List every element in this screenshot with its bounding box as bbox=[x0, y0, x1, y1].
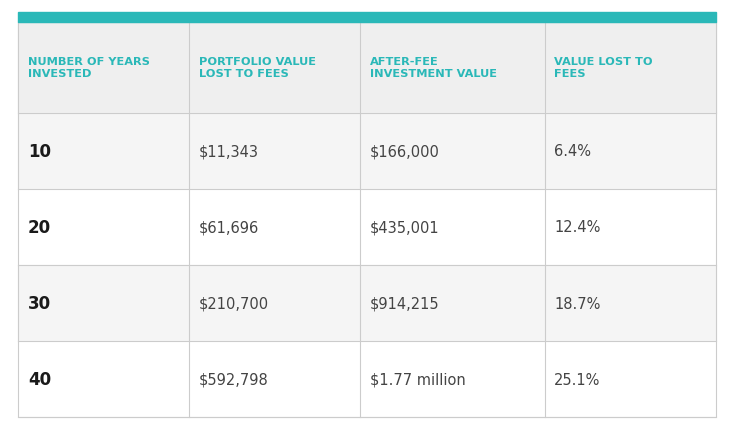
Text: $210,700: $210,700 bbox=[199, 296, 269, 311]
Text: 25.1%: 25.1% bbox=[554, 372, 600, 387]
Text: 12.4%: 12.4% bbox=[554, 220, 600, 235]
Bar bbox=[18, 23, 716, 113]
Text: NUMBER OF YEARS
INVESTED: NUMBER OF YEARS INVESTED bbox=[28, 57, 150, 79]
Text: $592,798: $592,798 bbox=[199, 372, 269, 387]
Text: $11,343: $11,343 bbox=[199, 144, 258, 159]
Text: 10: 10 bbox=[28, 142, 51, 161]
Text: $1.77 million: $1.77 million bbox=[369, 372, 465, 387]
Text: $914,215: $914,215 bbox=[369, 296, 439, 311]
Text: PORTFOLIO VALUE
LOST TO FEES: PORTFOLIO VALUE LOST TO FEES bbox=[199, 57, 316, 79]
Text: $166,000: $166,000 bbox=[369, 144, 440, 159]
Text: 18.7%: 18.7% bbox=[554, 296, 600, 311]
Text: AFTER-FEE
INVESTMENT VALUE: AFTER-FEE INVESTMENT VALUE bbox=[369, 57, 497, 79]
Text: $61,696: $61,696 bbox=[199, 220, 259, 235]
Bar bbox=[18, 342, 716, 417]
Text: $435,001: $435,001 bbox=[369, 220, 439, 235]
Bar bbox=[18, 265, 716, 342]
Text: 30: 30 bbox=[28, 294, 51, 312]
Text: 20: 20 bbox=[28, 219, 51, 236]
Text: VALUE LOST TO
FEES: VALUE LOST TO FEES bbox=[554, 57, 653, 79]
Bar bbox=[18, 13, 716, 23]
Text: 40: 40 bbox=[28, 371, 51, 389]
Bar bbox=[18, 113, 716, 190]
Text: 6.4%: 6.4% bbox=[554, 144, 592, 159]
Bar bbox=[18, 190, 716, 265]
